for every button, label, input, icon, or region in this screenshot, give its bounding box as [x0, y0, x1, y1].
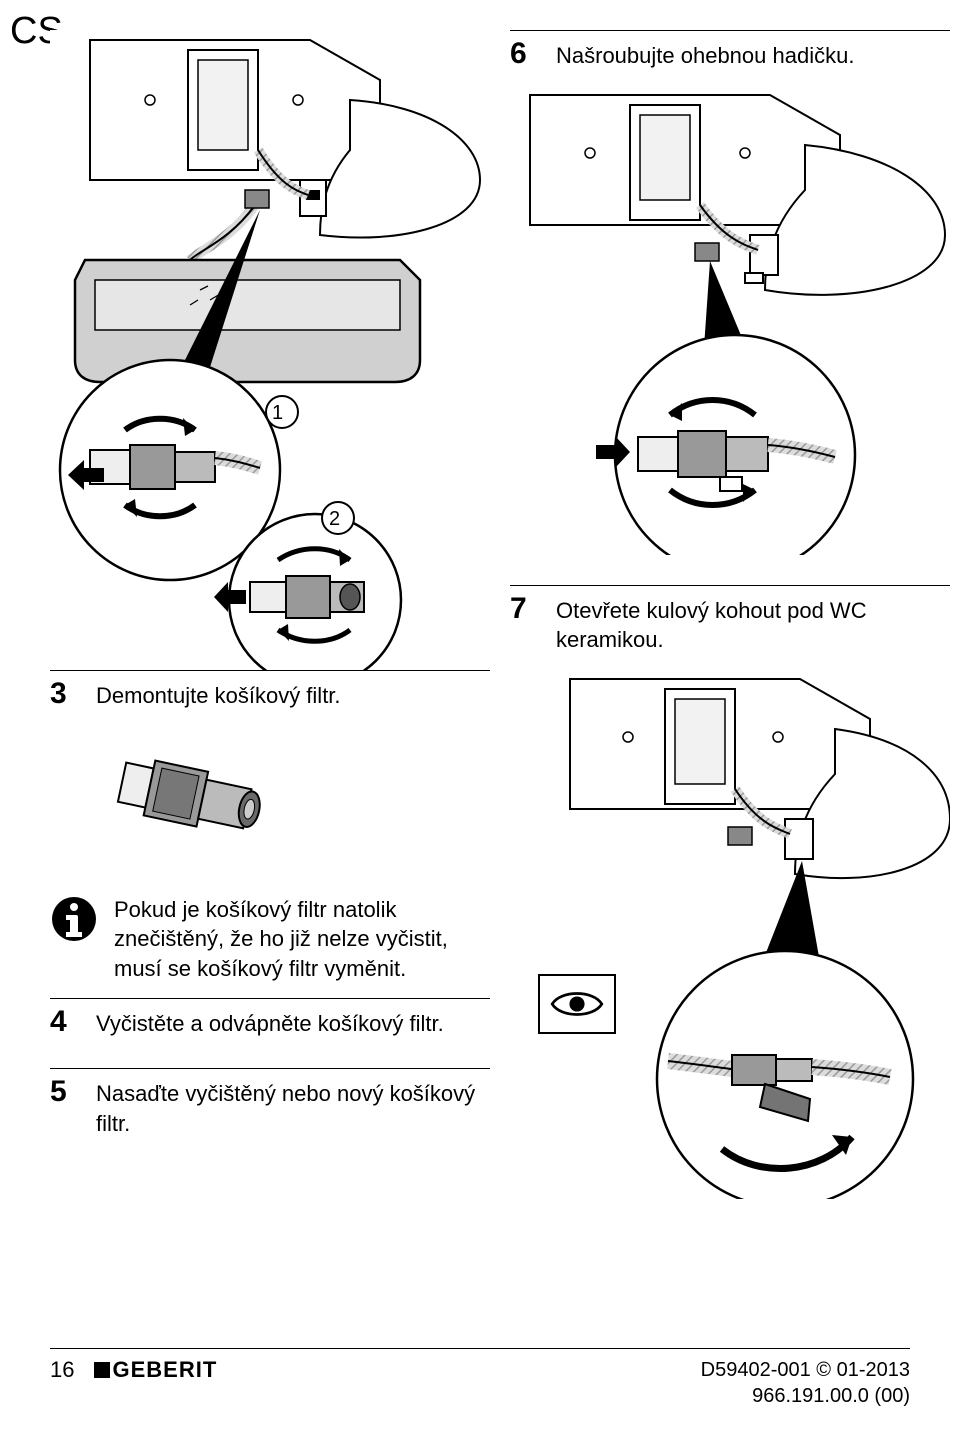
observe-icon [538, 974, 616, 1034]
illustration-filter-part [50, 725, 490, 865]
doc-id-line2: 966.191.00.0 (00) [701, 1383, 910, 1409]
step-7-number: 7 [510, 594, 538, 624]
illustration-step7 [510, 669, 950, 1199]
info-icon [50, 895, 98, 943]
brand-text: GEBERIT [112, 1357, 217, 1383]
page-footer: 16 GEBERIT D59402-001 © 01-2013 966.191.… [50, 1348, 910, 1409]
step-5: 5 Nasaďte vyčištěný nebo nový košíkový f… [50, 1068, 490, 1138]
step-4-number: 4 [50, 1007, 78, 1037]
step-7: 7 Otevřete kulový kohout pod WC keramiko… [510, 585, 950, 1199]
brand-logo: GEBERIT [94, 1357, 217, 1383]
page-number: 16 [50, 1357, 74, 1383]
info-text: Pokud je košíkový filtr natolik znečiště… [114, 895, 490, 984]
step-6-number: 6 [510, 39, 538, 69]
step-6: 6 Našroubujte ohebnou hadičku. [510, 30, 950, 555]
step-7-text: Otevřete kulový kohout pod WC keramikou. [556, 594, 950, 655]
brand-square-icon [94, 1362, 110, 1378]
illustration-step6 [510, 85, 950, 555]
step-3: 3 Demontujte košíkový filtr. [50, 670, 490, 865]
step-4-text: Vyčistěte a odvápněte košíkový filtr. [96, 1007, 444, 1039]
doc-id-line1: D59402-001 © 01-2013 [701, 1357, 910, 1383]
step-4: 4 Vyčistěte a odvápněte košíkový filtr. [50, 998, 490, 1039]
step-5-number: 5 [50, 1077, 78, 1107]
callout-2: 2 [329, 508, 340, 531]
callout-1: 1 [272, 402, 283, 425]
step-6-text: Našroubujte ohebnou hadičku. [556, 39, 854, 71]
left-column: 1 2 3 Demontujte košíkový filtr. [50, 30, 490, 1169]
info-note: Pokud je košíkový filtr natolik znečiště… [50, 895, 490, 984]
step-3-text: Demontujte košíkový filtr. [96, 679, 341, 711]
right-column: 6 Našroubujte ohebnou hadičku. [510, 30, 950, 1229]
step-5-text: Nasaďte vyčištěný nebo nový košíkový fil… [96, 1077, 490, 1138]
step-3-number: 3 [50, 679, 78, 709]
illustration-disassembly: 1 2 [50, 30, 490, 670]
